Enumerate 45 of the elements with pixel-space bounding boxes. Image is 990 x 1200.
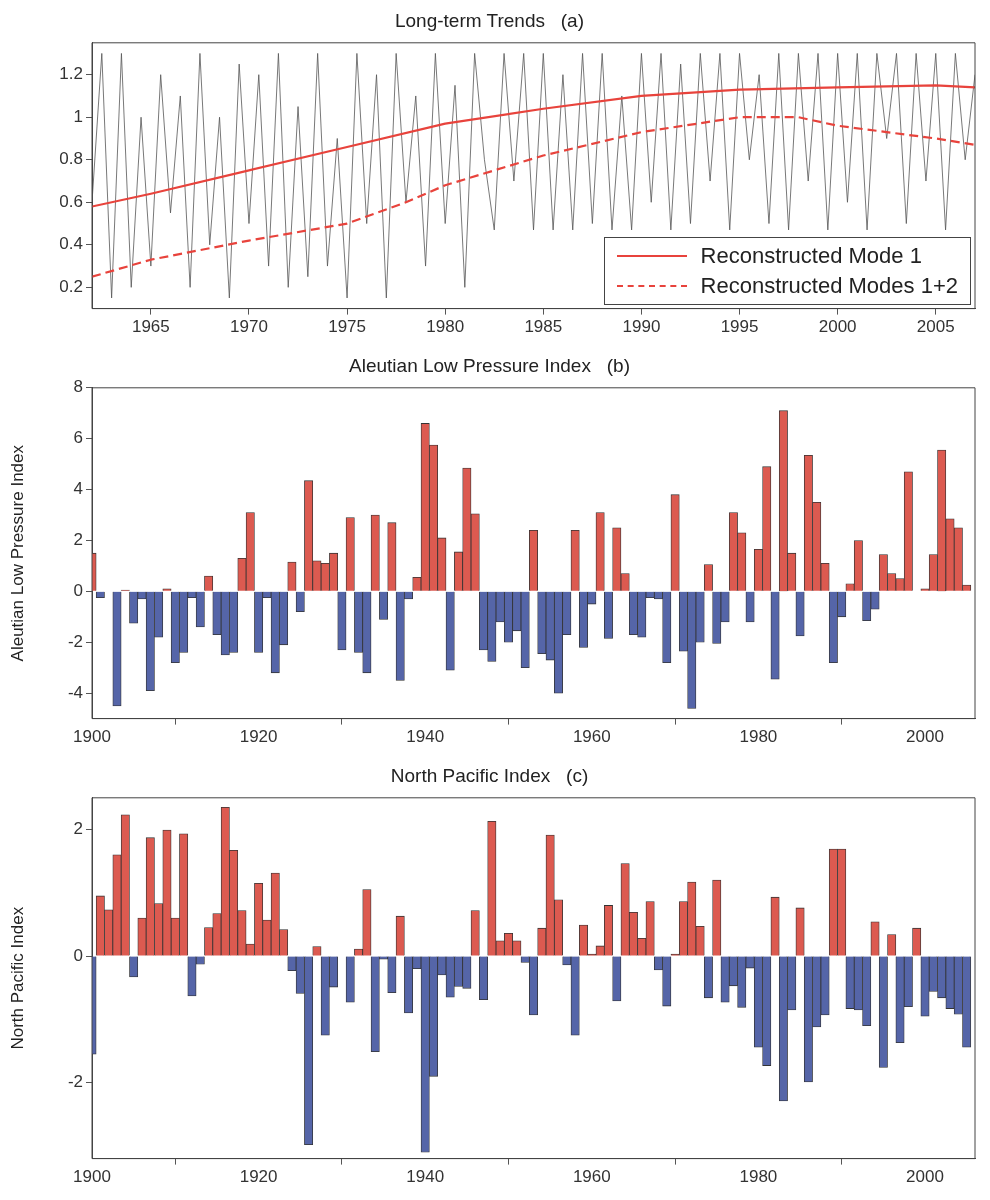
x-tick-label: 2000 [906,727,944,747]
y-axis-title: North Pacific Index [7,906,27,1050]
x-tick-label: 1900 [73,1167,111,1187]
legend-label: Reconstructed Mode 1 [700,241,922,270]
chart-title: Aleutian Low Pressure Index (b) [349,354,630,376]
x-tick-label: 1970 [230,317,268,337]
x-tick-label: 1975 [328,317,366,337]
x-tick-label: 1995 [720,317,759,337]
x-tick-label: 1990 [622,317,661,337]
legend-label: Reconstructed Modes 1+2 [700,271,958,300]
x-tick-label: 1980 [739,1167,778,1187]
y-tick-label: -2 [67,1072,83,1092]
x-tick-label: 2000 [818,317,857,337]
line-series [92,116,975,278]
y-tick-label: 2 [73,819,83,839]
y-tick-label: -4 [67,682,83,702]
chart-title: North Pacific Index (c) [390,764,589,786]
x-tick-label: 2000 [906,1167,944,1187]
x-tick-label: 2005 [916,317,955,337]
y-tick-label: 4 [73,479,83,499]
x-tick-label: 1940 [406,1167,445,1187]
y-tick-label: 8 [73,377,83,397]
y-tick-label: 0 [73,581,83,601]
chart-title: Long-term Trends (a) [394,9,585,31]
x-tick-label: 1900 [73,727,111,747]
x-tick-label: 1920 [239,727,278,747]
y-axis-title: Aleutian Low Pressure Index [7,444,27,662]
x-tick-label: 1960 [572,727,611,747]
y-tick-label: 1 [73,106,83,126]
y-tick-label: 2 [73,530,83,550]
y-tick-label: 0.8 [59,149,83,169]
x-tick-label: 1980 [426,317,465,337]
y-tick-label: 0.4 [59,234,83,254]
x-tick-label: 1980 [739,727,778,747]
x-tick-label: 1965 [131,317,170,337]
y-tick-label: 0 [73,945,83,965]
y-tick-label: 0.6 [59,191,83,211]
x-tick-label: 1940 [406,727,445,747]
y-tick-label: -2 [67,631,83,651]
x-tick-label: 1920 [239,1167,278,1187]
y-tick-label: 1.2 [59,64,83,84]
x-tick-label: 1960 [572,1167,611,1187]
y-tick-label: 6 [73,428,83,448]
x-tick-label: 1985 [524,317,563,337]
y-tick-label: 0.2 [59,277,83,297]
